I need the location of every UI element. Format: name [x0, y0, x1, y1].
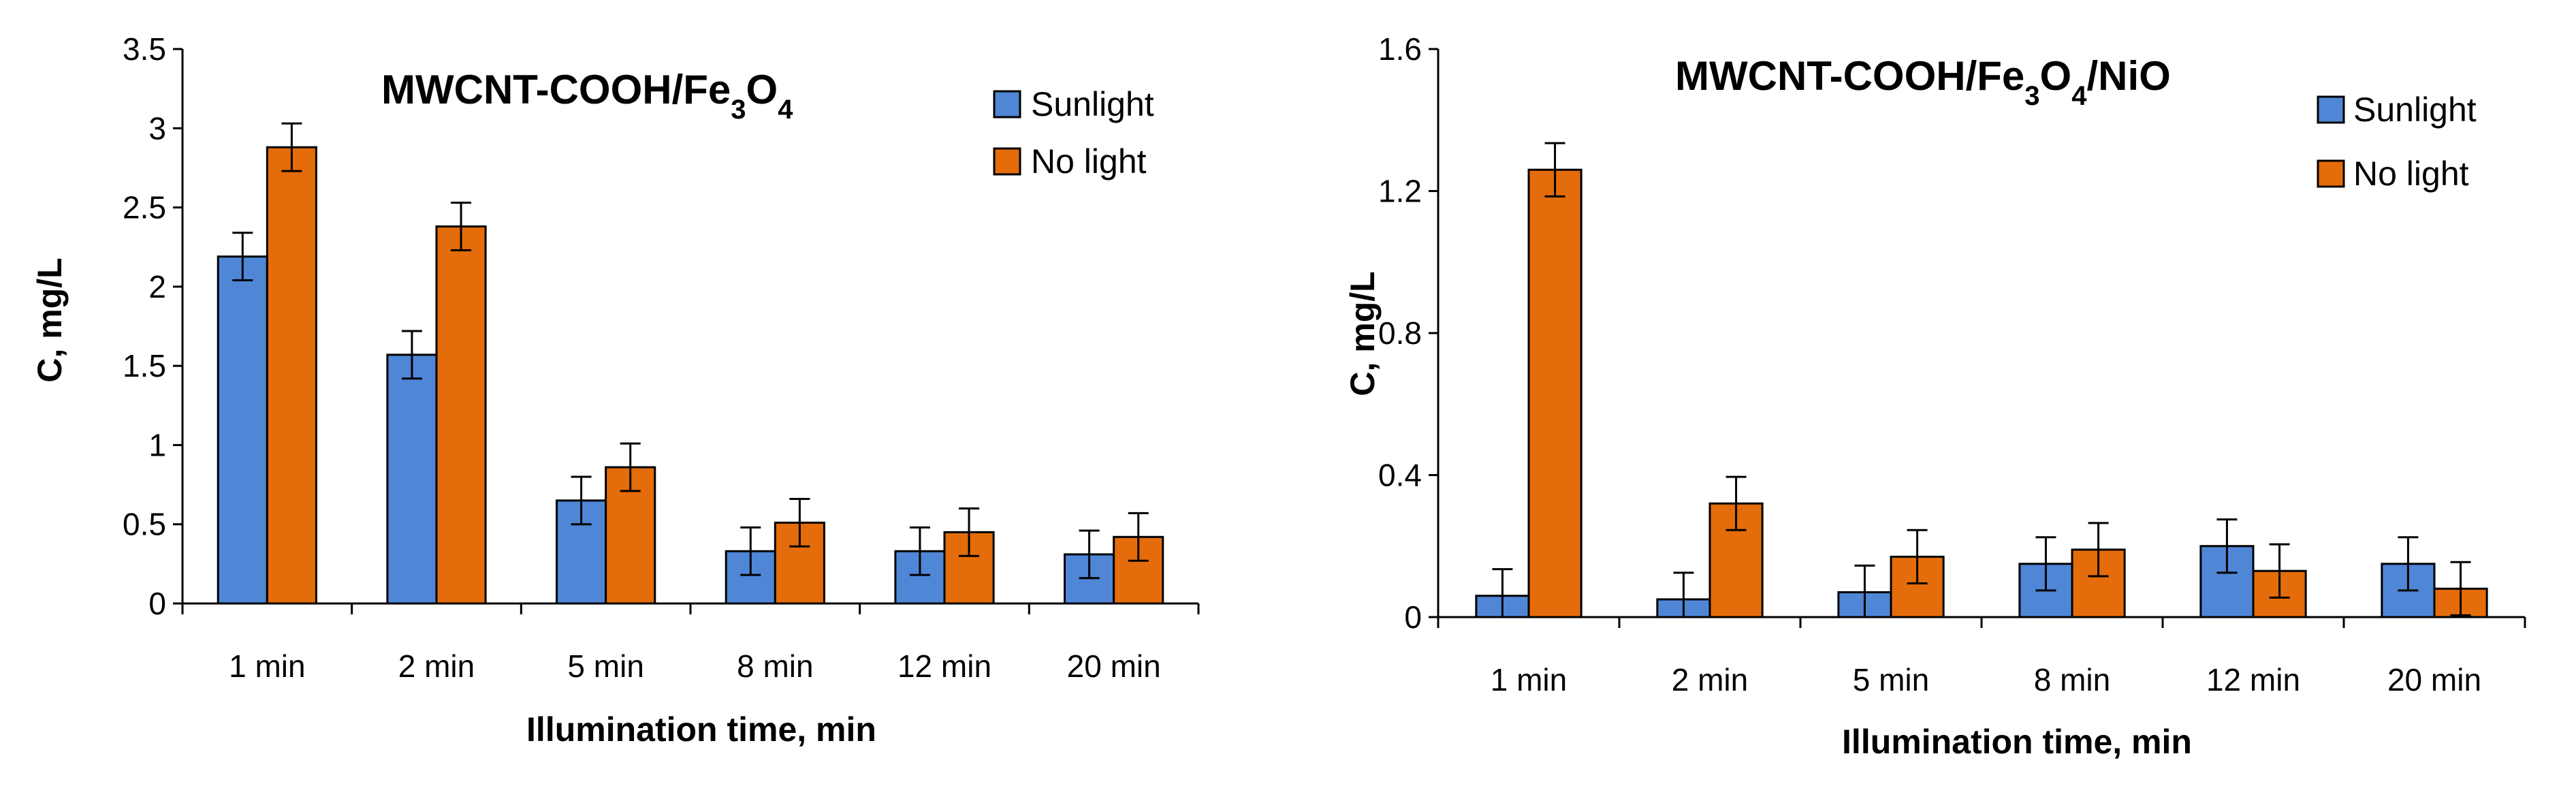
x-tick-label: 2 min — [1672, 662, 1748, 697]
legend-right: Sunlight No light — [2317, 91, 2477, 193]
axes-left — [181, 49, 1198, 605]
legend-label-sunlight: Sunlight — [1031, 85, 1154, 123]
y-tick-label: 1.5 — [123, 348, 166, 383]
legend-swatch-sunlight — [993, 90, 1021, 119]
legend-swatch-sunlight — [2317, 95, 2345, 124]
legend-swatch-no-light — [993, 147, 1021, 176]
y-tick-label: 1.6 — [1378, 31, 1422, 67]
legend-label-no-light: No light — [2353, 155, 2469, 193]
chart-right: 0 0.4 0.8 1.2 1.6 1 min 2 min 5 min 8 min 12 min… — [1343, 31, 2526, 761]
bar-no-light — [266, 146, 317, 605]
bars-left — [217, 146, 1164, 605]
y-ticks-left: 0 0.5 1 1.5 2 2.5 3 3.5 — [123, 31, 182, 621]
bar-sunlight — [386, 354, 438, 605]
x-tick-label: 1 min — [229, 648, 305, 684]
bar-no-light — [435, 225, 487, 605]
bar-sunlight — [217, 255, 268, 605]
legend-swatch-no-light — [2317, 159, 2345, 188]
bar-no-light — [1527, 168, 1583, 618]
error-bars-left — [232, 122, 1149, 580]
x-axis-title-left: Illumination time, min — [526, 710, 876, 749]
legend-label-no-light: No light — [1031, 142, 1147, 180]
x-ticks-left: 1 min 2 min 5 min 8 min 12 min 20 min — [181, 603, 1200, 684]
y-tick-label: 0.5 — [123, 507, 166, 542]
x-tick-label: 12 min — [2206, 662, 2300, 697]
chart-title-left: MWCNT-COOH/Fe3O4 — [381, 67, 793, 125]
x-tick-label: 2 min — [398, 648, 475, 684]
y-tick-label: 1.2 — [1378, 174, 1422, 209]
y-tick-label: 3.5 — [123, 31, 166, 67]
error-bars-right — [1492, 142, 2471, 618]
x-ticks-right: 1 min 2 min 5 min 8 min 12 min 20 min — [1437, 617, 2526, 697]
x-tick-label: 12 min — [897, 648, 991, 684]
y-tick-label: 0.8 — [1378, 315, 1422, 351]
bars-right — [1475, 168, 2488, 618]
y-tick-label: 0.4 — [1378, 458, 1422, 493]
y-tick-label: 2.5 — [123, 190, 166, 225]
axes-right — [1437, 49, 2525, 618]
x-axis-title-right: Illumination time, min — [1842, 723, 2192, 761]
x-tick-label: 5 min — [1853, 662, 1929, 697]
y-axis-title-left: C, mg/L — [31, 257, 69, 382]
x-tick-label: 20 min — [1067, 648, 1161, 684]
chart-left: 0 0.5 1 1.5 2 2.5 3 3.5 1 min 2 min 5 min 8 min 12 … — [31, 31, 1200, 749]
x-tick-label: 8 min — [2034, 662, 2110, 697]
x-tick-label: 20 min — [2387, 662, 2481, 697]
y-tick-label: 2 — [148, 269, 166, 304]
y-axis-title-right: C, mg/L — [1343, 271, 1382, 396]
y-tick-label: 3 — [148, 110, 166, 146]
y-ticks-right: 0 0.4 0.8 1.2 1.6 — [1378, 31, 1438, 635]
x-tick-label: 8 min — [737, 648, 813, 684]
legend-left: Sunlight No light — [993, 85, 1154, 180]
legend-label-sunlight: Sunlight — [2353, 91, 2477, 129]
y-tick-label: 0 — [1404, 599, 1422, 635]
y-tick-label: 1 — [148, 427, 166, 462]
chart-title-right: MWCNT-COOH/Fe3O4/NiO — [1675, 53, 2171, 111]
y-tick-label: 0 — [148, 586, 166, 621]
x-tick-label: 1 min — [1491, 662, 1567, 697]
x-tick-label: 5 min — [567, 648, 643, 684]
